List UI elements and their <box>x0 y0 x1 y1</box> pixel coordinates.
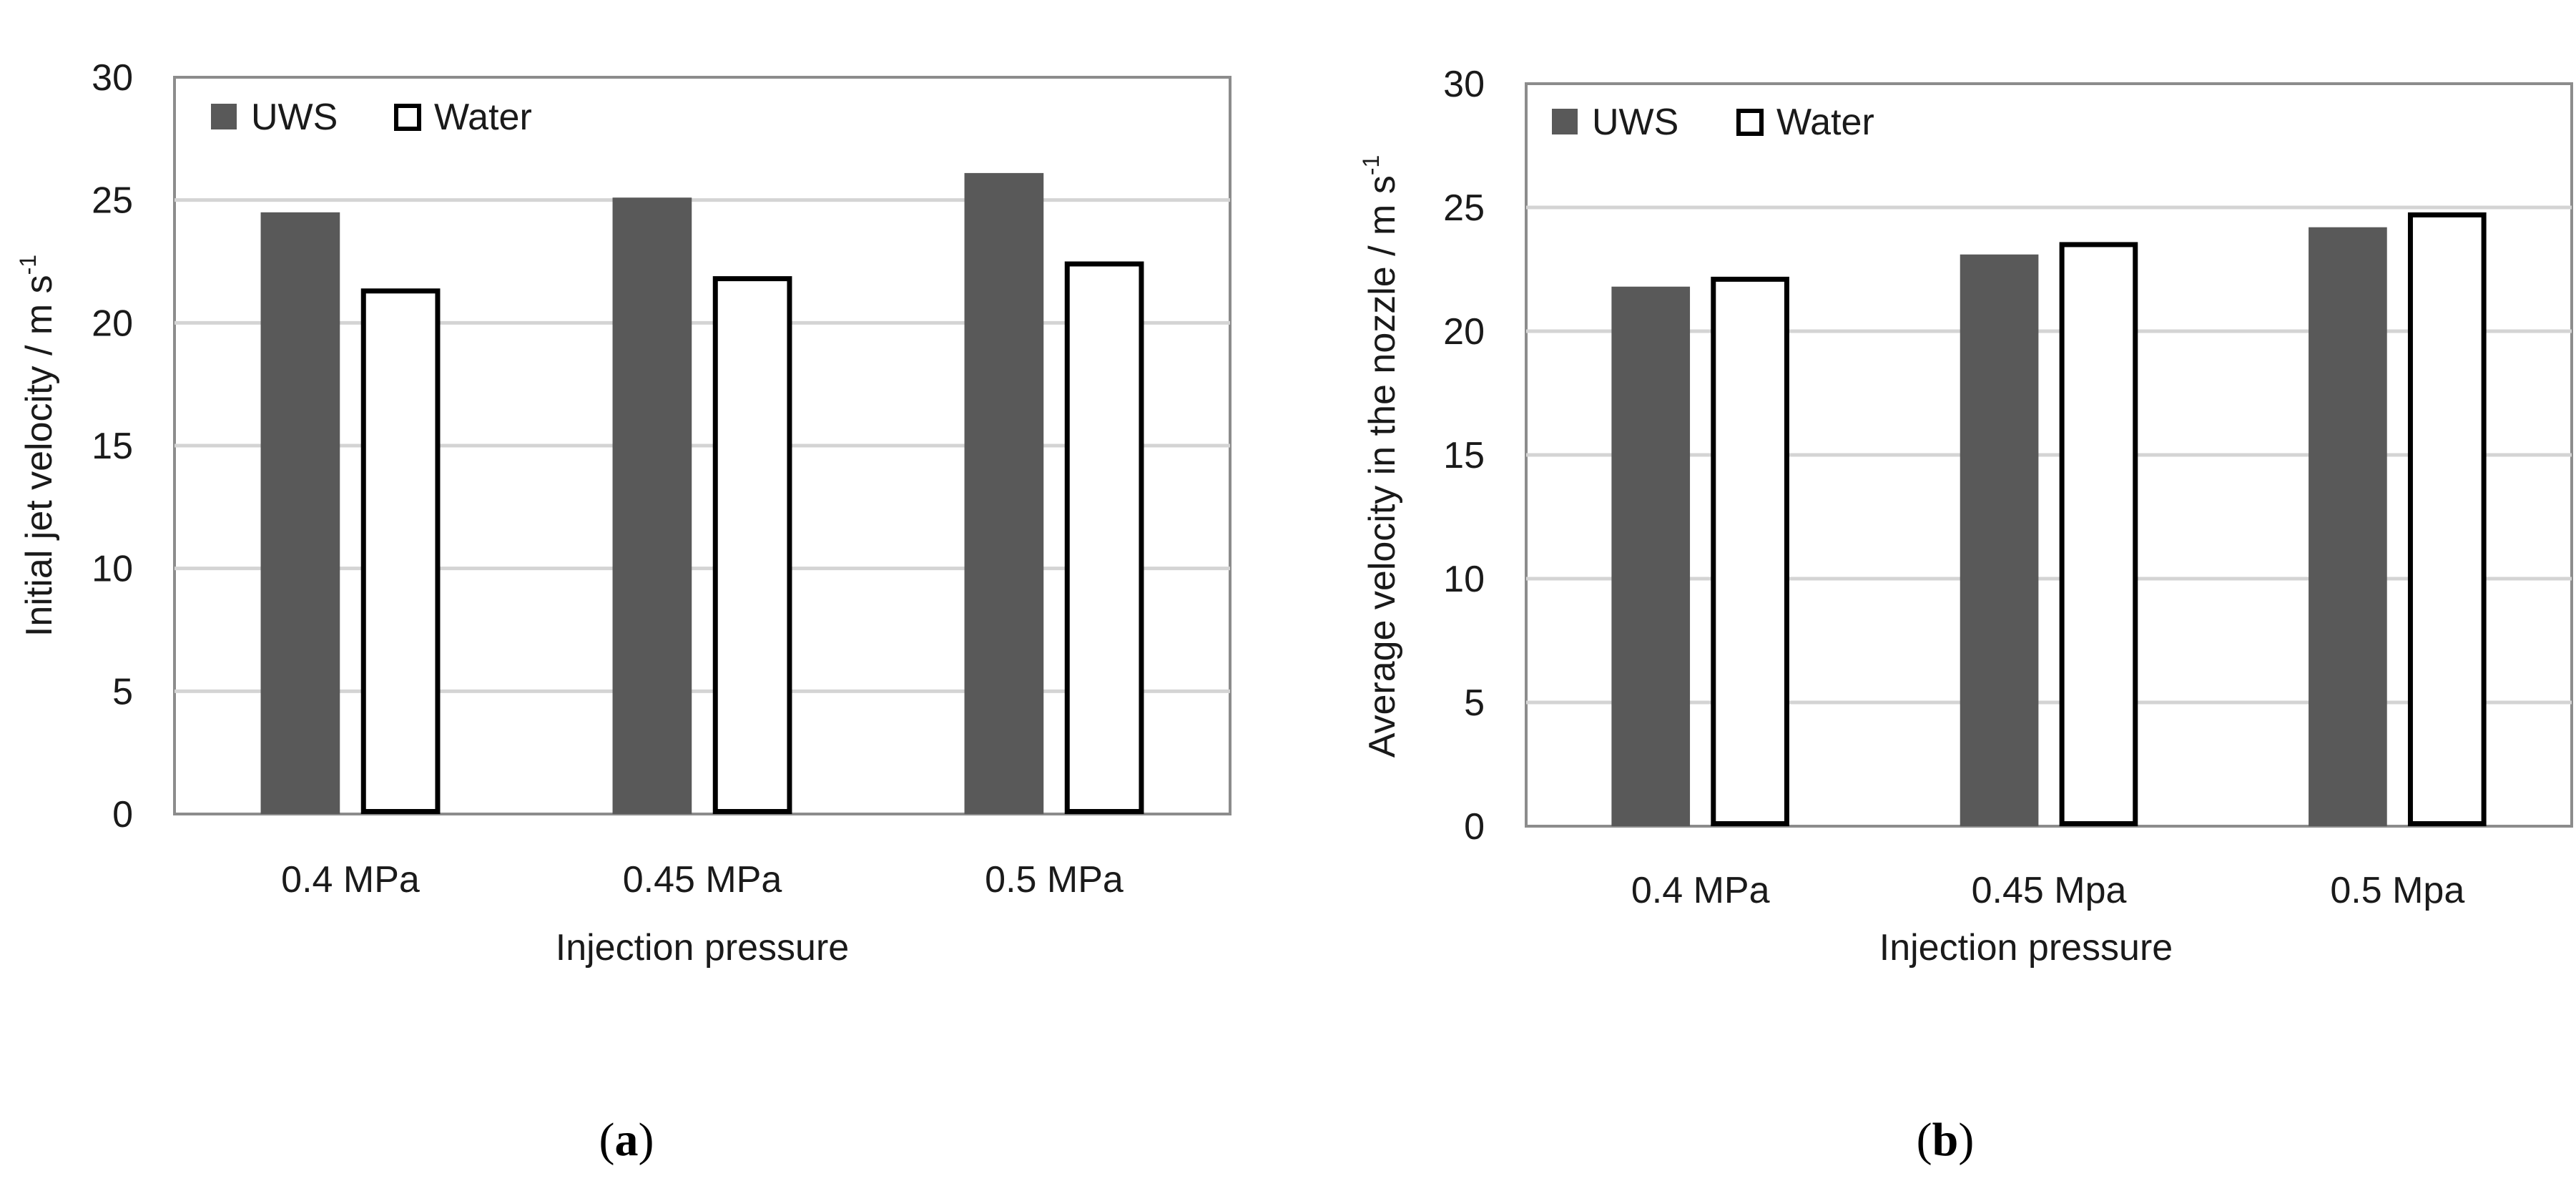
x-tick-label: 0.5 Mpa <box>2330 870 2464 911</box>
chart-panel-b: 0 5 10 15 20 25 30 0.4 MPa 0.45 Mpa 0.5 Mpa Averag… <box>1358 64 2573 1166</box>
bar-water-1 <box>2059 242 2138 826</box>
y-tick-label: 5 <box>112 671 133 712</box>
y-tick-label: 15 <box>92 426 133 467</box>
legend-swatch-water <box>1736 109 1764 136</box>
panel-label-letter: a <box>615 1114 639 1166</box>
bar-uws-2 <box>2309 227 2387 826</box>
y-tick-label: 10 <box>1443 559 1485 600</box>
y-tick-label: 20 <box>1443 311 1485 353</box>
legend: UWS Water <box>1552 102 1874 143</box>
y-tick-label: 0 <box>1464 806 1485 848</box>
x-tick-label: 0.5 MPa <box>985 859 1124 901</box>
bar-water-1 <box>712 276 792 815</box>
legend: UWS Water <box>211 97 532 138</box>
bar-uws-0 <box>1611 286 1691 827</box>
bar-uws-0 <box>260 212 340 814</box>
bar-water-2 <box>1064 261 1144 814</box>
y-axis-label-superscript: -1 <box>15 255 41 275</box>
y-tick-label: 25 <box>1443 187 1485 229</box>
bar-uws-2 <box>964 172 1044 814</box>
y-axis-label-superscript: -1 <box>1358 155 1384 175</box>
bar-uws-1 <box>612 197 692 814</box>
x-tick-label: 0.45 Mpa <box>1972 870 2127 911</box>
y-tick-label: 25 <box>92 180 133 222</box>
x-tick-label: 0.4 MPa <box>1631 870 1770 911</box>
panel-label: (b) <box>1917 1114 1975 1166</box>
legend-swatch-uws <box>1552 109 1578 134</box>
bar-uws-1 <box>1960 254 2039 826</box>
y-axis-label-text: Initial jet velocity / m s <box>19 275 60 637</box>
panel-label: (a) <box>599 1114 654 1166</box>
x-axis-label: Injection pressure <box>556 927 849 969</box>
legend-swatch-uws <box>211 104 237 129</box>
y-tick-label: 20 <box>92 303 133 344</box>
y-axis-label-text: Average velocity in the nozzle / m s <box>1362 175 1403 758</box>
x-tick-label: 0.45 MPa <box>623 859 782 901</box>
y-axis-label: Average velocity in the nozzle / m s-1 <box>1358 155 1403 758</box>
legend-label: Water <box>434 97 532 138</box>
panel-label-letter: b <box>1932 1114 1959 1166</box>
legend-swatch-water <box>394 104 421 131</box>
y-axis-label: Initial jet velocity / m s-1 <box>15 255 60 637</box>
y-tick-label: 5 <box>1464 682 1485 724</box>
bar-water-0 <box>1711 276 1789 826</box>
chart-panel-a: 0 5 10 15 20 25 30 0.4 MPa 0.45 MPa 0.5 MPa Initia… <box>15 57 1232 1166</box>
bar-water-2 <box>2407 212 2487 827</box>
legend-label: UWS <box>251 97 338 138</box>
y-tick-label: 0 <box>112 794 133 835</box>
x-axis-label: Injection pressure <box>1879 927 2173 969</box>
panel-label-open: ( <box>599 1114 615 1166</box>
y-tick-label: 10 <box>92 549 133 590</box>
x-tick-label: 0.4 MPa <box>281 859 420 901</box>
bar-water-0 <box>360 288 441 814</box>
panel-label-close: ) <box>1958 1114 1974 1166</box>
y-tick-label: 15 <box>1443 435 1485 476</box>
legend-label: Water <box>1776 102 1874 143</box>
panel-label-close: ) <box>639 1114 654 1166</box>
panel-label-open: ( <box>1917 1114 1932 1166</box>
y-tick-label: 30 <box>1443 64 1485 105</box>
legend-label: UWS <box>1592 102 1678 143</box>
y-tick-label: 30 <box>92 57 133 99</box>
